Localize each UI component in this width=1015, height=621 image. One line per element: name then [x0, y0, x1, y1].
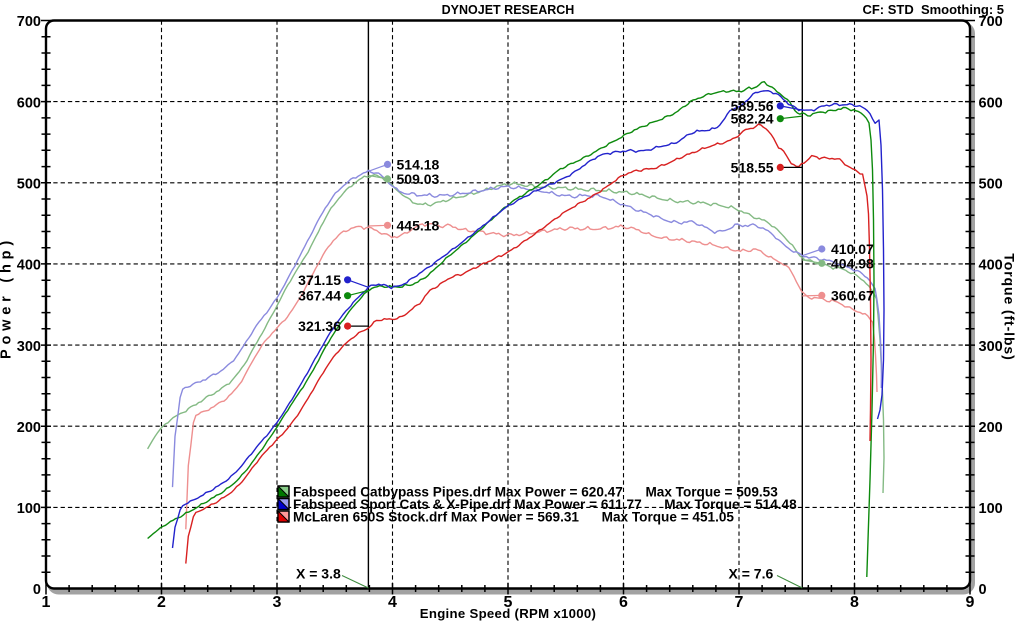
svg-text:9: 9 — [966, 594, 975, 611]
svg-text:600: 600 — [979, 95, 1003, 111]
svg-text:2: 2 — [157, 594, 166, 611]
svg-text:360.67: 360.67 — [831, 287, 874, 303]
svg-text:600: 600 — [17, 95, 41, 111]
svg-text:445.18: 445.18 — [397, 217, 440, 233]
svg-text:589.56: 589.56 — [731, 98, 774, 114]
svg-text:367.44: 367.44 — [298, 288, 341, 304]
svg-text:X = 3.8: X = 3.8 — [296, 566, 341, 582]
svg-text:200: 200 — [17, 420, 41, 436]
svg-text:700: 700 — [979, 14, 1003, 30]
svg-text:500: 500 — [17, 177, 41, 193]
svg-text:3: 3 — [273, 594, 282, 611]
svg-text:0: 0 — [979, 582, 987, 598]
svg-text:8: 8 — [850, 594, 859, 611]
svg-text:404.98: 404.98 — [831, 255, 874, 271]
svg-text:5: 5 — [504, 594, 513, 611]
svg-text:CF: STD Smoothing: 5: CF: STD Smoothing: 5 — [862, 2, 1004, 17]
svg-text:Power (hp): Power (hp) — [0, 236, 15, 359]
svg-text:509.03: 509.03 — [397, 171, 440, 187]
svg-text:0: 0 — [33, 582, 41, 598]
svg-text:7: 7 — [735, 594, 744, 611]
svg-text:321.36: 321.36 — [298, 318, 341, 334]
svg-text:518.55: 518.55 — [731, 159, 774, 175]
svg-text:1: 1 — [42, 594, 51, 611]
svg-text:100: 100 — [17, 501, 41, 517]
svg-text:582.24: 582.24 — [731, 111, 774, 127]
svg-text:400: 400 — [979, 258, 1003, 274]
svg-text:DYNOJET RESEARCH: DYNOJET RESEARCH — [442, 3, 575, 17]
svg-text:X = 7.6: X = 7.6 — [729, 566, 774, 582]
svg-text:700: 700 — [17, 14, 41, 30]
svg-text:Fabspeed Catbypass Pipes.drf M: Fabspeed Catbypass Pipes.drf Max Power =… — [293, 485, 778, 500]
svg-text:514.18: 514.18 — [397, 156, 440, 172]
svg-text:400: 400 — [17, 258, 41, 274]
svg-text:Fabspeed Sport Cats & X-Pipe.d: Fabspeed Sport Cats & X-Pipe.drf Max Pow… — [293, 497, 797, 512]
svg-text:300: 300 — [17, 339, 41, 355]
svg-text:4: 4 — [388, 594, 397, 611]
svg-text:300: 300 — [979, 339, 1003, 355]
svg-text:Torque (ft-lbs): Torque (ft-lbs) — [1002, 253, 1015, 360]
svg-text:500: 500 — [979, 177, 1003, 193]
svg-text:100: 100 — [979, 501, 1003, 517]
svg-text:6: 6 — [619, 594, 628, 611]
svg-text:Engine Speed (RPM x1000): Engine Speed (RPM x1000) — [420, 606, 597, 621]
svg-text:McLaren 650S Stock.drf Max Pow: McLaren 650S Stock.drf Max Power = 569.3… — [293, 510, 734, 525]
svg-text:410.07: 410.07 — [831, 241, 874, 257]
svg-text:200: 200 — [979, 420, 1003, 436]
svg-text:371.15: 371.15 — [298, 272, 341, 288]
